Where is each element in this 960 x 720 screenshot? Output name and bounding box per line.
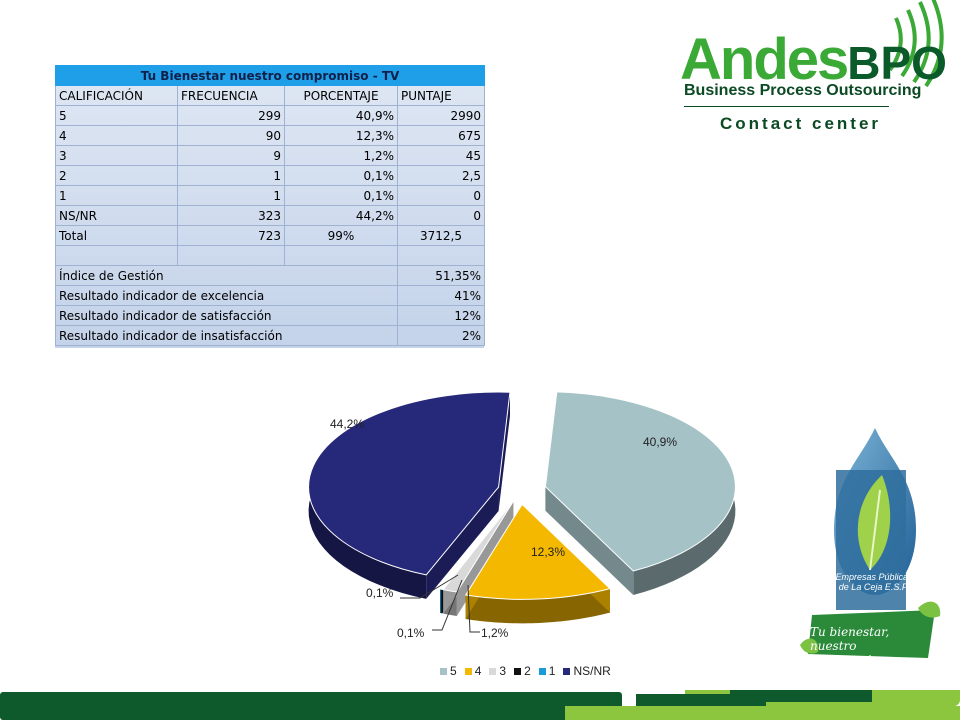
indicator-label: Resultado indicador de excelencia — [55, 285, 398, 306]
data-label-4: 12,3% — [531, 545, 565, 559]
footer-bars — [0, 690, 960, 720]
data-label-5: 40,9% — [643, 435, 677, 449]
indicator-value: 2% — [396, 325, 486, 346]
table-row-total: Total 723 99% 3712,5 — [55, 225, 486, 246]
legend-label: 3 — [499, 664, 507, 678]
cell-puntaje: 2990 — [396, 105, 486, 126]
legend-label: 2 — [524, 664, 531, 678]
indicator-label: Resultado indicador de insatisfacción — [55, 325, 398, 346]
water-drop-leaf-icon — [800, 428, 941, 658]
cell-frecuencia: 723 — [177, 225, 285, 246]
logo-brand-suffix: BPO — [847, 37, 947, 89]
table-row: 2 1 0,1% 2,5 — [55, 165, 486, 186]
pie-slice-4 — [464, 503, 611, 624]
signal-waves-icon — [888, 0, 944, 88]
epc-slogan: Tu bienestar, nuestro compromiso — [810, 625, 930, 667]
chart-legend: 5 4 3 2 1 NS/NR — [440, 664, 611, 678]
legend-swatch — [440, 667, 447, 675]
table-row: 1 1 0,1% 0 — [55, 185, 486, 206]
logo-subtitle: Business Process Outsourcing — [684, 82, 922, 99]
legend-item-5: 5 — [440, 664, 457, 678]
legend-item-3: 3 — [489, 664, 506, 678]
legend-item-2: 2 — [514, 664, 531, 678]
legend-swatch — [464, 667, 472, 675]
legend-label: 1 — [548, 664, 556, 678]
legend-item-4: 4 — [464, 664, 482, 678]
leader-line — [432, 579, 463, 631]
cell-puntaje: 3712,5 — [396, 225, 486, 246]
legend-swatch — [538, 667, 546, 675]
leader-line — [467, 584, 480, 633]
epc-slogan-line2: nuestro compromiso — [810, 639, 885, 667]
legend-swatch — [514, 667, 522, 675]
pie-slices — [308, 391, 736, 624]
table-header-row: CALIFICACIÓN FRECUENCIA PORCENTAJE PUNTA… — [55, 85, 486, 106]
table-row-empty — [55, 245, 486, 266]
header-porcentaje: PORCENTAJE — [284, 85, 398, 106]
data-label-1: 0,1% — [397, 626, 425, 640]
indicator-value: 51,35% — [396, 265, 486, 286]
epc-logo: Empresas Públicas de La Ceja E.S.P. Tu b… — [800, 420, 950, 670]
data-label-3: 1,2% — [481, 626, 509, 640]
data-label-2: 0,1% — [366, 586, 394, 600]
legend-label: NS/NR — [573, 664, 611, 678]
indicator-row: Resultado indicador de satisfacción 12% — [55, 305, 486, 326]
logo-tagline: Contact center — [720, 114, 882, 133]
indicator-value: 12% — [396, 305, 486, 326]
cell-calificacion: NS/NR — [55, 205, 178, 226]
logo-brand: AndesBPO — [680, 30, 947, 93]
indicator-label: Resultado indicador de satisfacción — [55, 305, 398, 326]
epc-org-name: Empresas Públicas de La Ceja E.S.P. — [835, 572, 913, 592]
header-puntaje: PUNTAJE — [396, 85, 486, 106]
pie-slice-5 — [544, 391, 736, 595]
logo-brand-text: Andes — [680, 27, 849, 92]
indicator-row: Resultado indicador de insatisfacción 2% — [55, 325, 486, 346]
logo-divider — [684, 106, 889, 107]
legend-swatch — [489, 667, 497, 675]
legend-item-nsnr: NS/NR — [563, 664, 611, 678]
epc-slogan-line1: Tu bienestar, — [810, 625, 890, 639]
legend-label: 4 — [474, 664, 482, 678]
survey-table: Tu Bienestar nuestro compromiso - TV CAL… — [54, 65, 486, 346]
leader-lines — [400, 574, 480, 633]
data-label-nsnr: 44,2% — [330, 417, 364, 431]
survey-table-container: Tu Bienestar nuestro compromiso - TV CAL… — [54, 65, 486, 348]
table-row: 4 90 12,3% 675 — [55, 125, 486, 146]
legend-swatch — [563, 667, 571, 675]
cell-puntaje: 45 — [396, 145, 486, 166]
legend-item-1: 1 — [538, 664, 556, 678]
andes-bpo-logo: AndesBPO Business Process Outsourcing Co… — [680, 0, 960, 140]
leader-line — [400, 574, 459, 599]
indicator-row: Resultado indicador de excelencia 41% — [55, 285, 486, 306]
pie-slice-nsnr — [308, 391, 511, 599]
legend-label: 5 — [450, 664, 457, 678]
